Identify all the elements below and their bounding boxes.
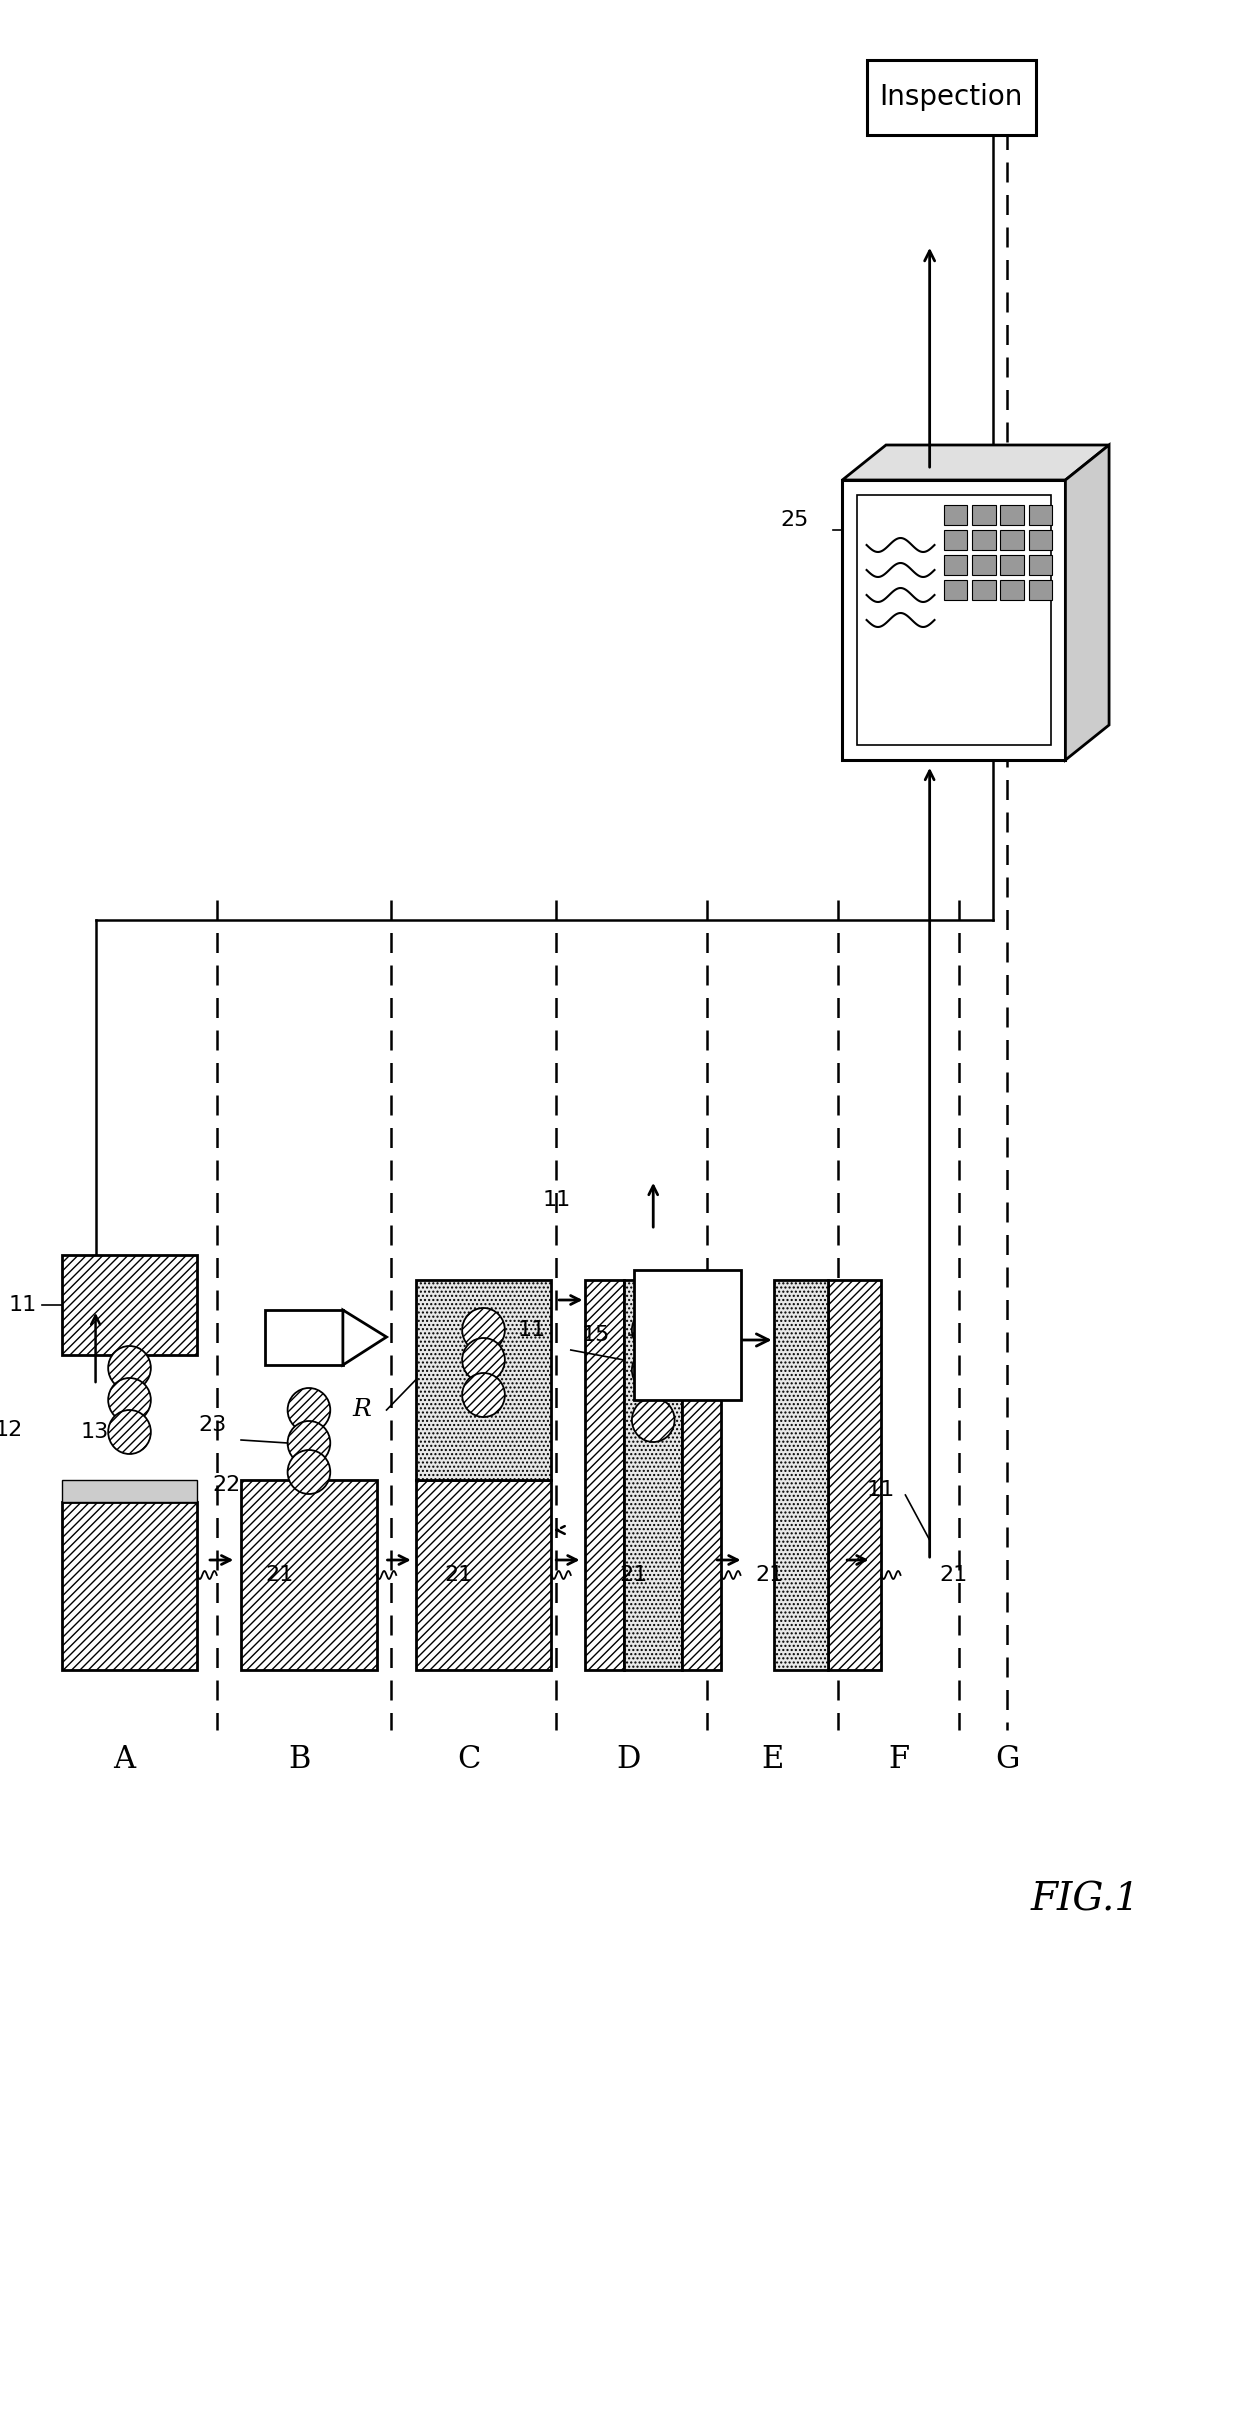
Bar xyxy=(241,1480,377,1671)
Circle shape xyxy=(463,1309,505,1352)
Bar xyxy=(1028,529,1052,551)
Polygon shape xyxy=(842,444,1109,481)
Bar xyxy=(1028,580,1052,599)
Text: 13: 13 xyxy=(81,1422,109,1442)
Bar xyxy=(624,1280,682,1671)
Bar xyxy=(944,505,967,524)
Circle shape xyxy=(288,1389,330,1432)
Text: 21: 21 xyxy=(445,1565,472,1584)
Text: 21: 21 xyxy=(265,1565,294,1584)
Bar xyxy=(1028,555,1052,575)
Text: FIG.1: FIG.1 xyxy=(1030,1881,1140,1918)
Text: F: F xyxy=(888,1744,909,1775)
Bar xyxy=(972,505,996,524)
Bar xyxy=(944,555,967,575)
Text: 15: 15 xyxy=(582,1326,610,1345)
Circle shape xyxy=(632,1309,675,1352)
Text: Inspection: Inspection xyxy=(879,82,1023,111)
Bar xyxy=(944,580,967,599)
Bar xyxy=(1001,529,1024,551)
Bar xyxy=(415,1480,552,1671)
Text: 22: 22 xyxy=(212,1476,241,1495)
Circle shape xyxy=(463,1374,505,1418)
Circle shape xyxy=(108,1345,151,1391)
Circle shape xyxy=(632,1398,675,1442)
Bar xyxy=(842,481,1065,761)
Bar xyxy=(1001,505,1024,524)
Circle shape xyxy=(288,1449,330,1495)
Bar xyxy=(972,529,996,551)
Bar xyxy=(944,529,967,551)
Circle shape xyxy=(632,1348,675,1391)
Text: 23: 23 xyxy=(198,1415,227,1435)
Polygon shape xyxy=(343,1309,387,1364)
Bar xyxy=(62,1256,197,1355)
Text: B: B xyxy=(288,1744,310,1775)
Text: E: E xyxy=(761,1744,784,1775)
Bar xyxy=(828,1280,882,1671)
Bar xyxy=(62,1502,197,1671)
Bar xyxy=(682,1280,722,1671)
Text: R: R xyxy=(353,1398,372,1422)
Text: 12: 12 xyxy=(0,1420,22,1439)
Polygon shape xyxy=(1065,444,1109,761)
Text: A: A xyxy=(114,1744,135,1775)
Text: 11: 11 xyxy=(9,1294,37,1316)
Circle shape xyxy=(463,1338,505,1381)
Bar xyxy=(1001,580,1024,599)
Text: 11: 11 xyxy=(867,1480,895,1500)
Text: C: C xyxy=(458,1744,481,1775)
Bar xyxy=(265,1309,343,1364)
Bar xyxy=(972,580,996,599)
Text: 11: 11 xyxy=(518,1321,546,1340)
Bar xyxy=(867,60,1037,135)
Bar xyxy=(634,1270,740,1401)
Bar xyxy=(972,555,996,575)
Text: D: D xyxy=(616,1744,641,1775)
Text: 21: 21 xyxy=(619,1565,647,1584)
Bar xyxy=(1001,555,1024,575)
Bar xyxy=(1028,505,1052,524)
Text: 11: 11 xyxy=(543,1191,570,1210)
Circle shape xyxy=(108,1379,151,1422)
Bar xyxy=(857,495,1050,744)
Circle shape xyxy=(288,1420,330,1466)
Circle shape xyxy=(108,1410,151,1454)
Bar xyxy=(62,1480,197,1502)
Bar xyxy=(775,1280,828,1671)
Text: 21: 21 xyxy=(940,1565,967,1584)
Bar xyxy=(415,1280,552,1480)
Text: G: G xyxy=(994,1744,1019,1775)
Text: 25: 25 xyxy=(780,510,808,529)
Text: 21: 21 xyxy=(755,1565,784,1584)
Bar xyxy=(585,1280,624,1671)
